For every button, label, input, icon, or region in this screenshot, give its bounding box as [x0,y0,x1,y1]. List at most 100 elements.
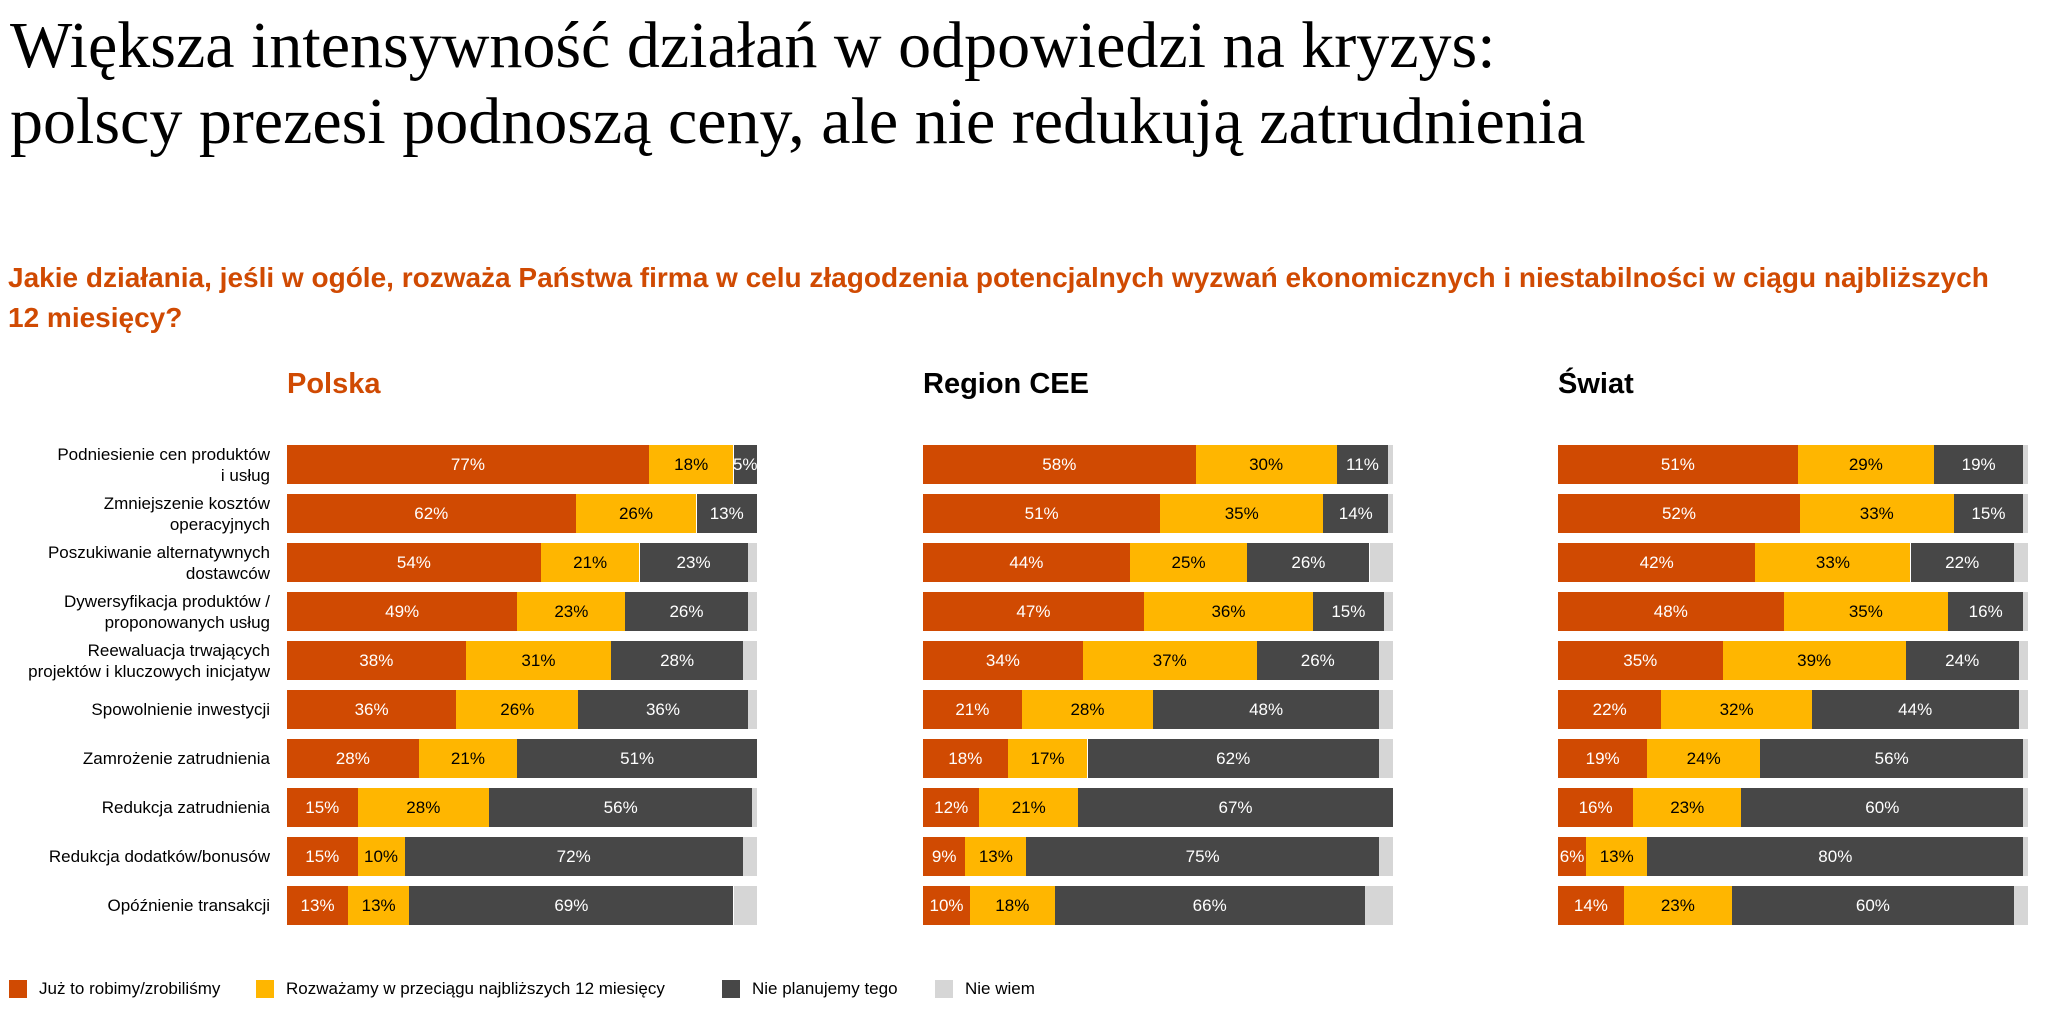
segment-not-planned: 48% [1153,690,1379,729]
segment-considering: 18% [970,886,1055,925]
segment-done: 14% [1558,886,1624,925]
segment-done: 49% [287,592,518,631]
segment-considering: 21% [418,739,518,778]
segment-considering: 33% [1755,543,1911,582]
data-label: 26% [500,699,535,719]
segment-not-planned: 14% [1323,494,1389,533]
data-label: 26% [1291,552,1326,572]
panel-title: Polska [287,368,381,400]
data-label: 9% [931,846,957,866]
segment-done: 6% [1558,837,1587,876]
data-label: 30% [1249,454,1284,474]
segment-dont-know [752,788,757,827]
segment-dont-know [1388,445,1393,484]
segment-done: 9% [923,837,966,876]
segment-not-planned: 69% [409,886,734,925]
segment-done: 77% [287,445,649,484]
legend: Już to robimy/zrobiliśmy Rozważamy w prze… [0,979,2048,1003]
segment-considering: 29% [1797,445,1934,484]
data-label: 28% [406,797,441,817]
data-label: 28% [335,748,370,768]
segment-dont-know [2013,543,2028,582]
segment-not-planned: 28% [611,641,743,680]
segment-not-planned: 66% [1054,886,1365,925]
data-label: 36% [354,699,389,719]
segment-dont-know [1383,592,1393,631]
segment-dont-know [2023,445,2028,484]
legend-swatch [935,980,953,998]
segment-dont-know [1378,739,1393,778]
segment-done: 58% [923,445,1196,484]
data-label: 13% [709,503,744,523]
title-line-2: polscy prezesi podnoszą ceny, ale nie re… [10,85,1586,158]
data-label: 23% [1660,895,1695,915]
category-label: Podniesienie cen produktów i usług [57,444,270,485]
segment-considering: 18% [648,445,734,484]
segment-not-planned: 26% [625,592,748,631]
data-label: 19% [1961,454,1996,474]
data-label: 26% [618,503,653,523]
segment-considering: 24% [1647,739,1761,778]
segment-considering: 23% [1633,788,1742,827]
data-label: 38% [359,650,394,670]
segment-not-planned: 72% [404,837,743,876]
segment-not-planned: 56% [1760,739,2024,778]
segment-considering: 35% [1160,494,1324,533]
data-label: 21% [573,552,608,572]
data-label: 18% [995,895,1030,915]
legend-swatch [722,980,740,998]
segment-done: 18% [923,739,1008,778]
segment-not-planned: 62% [1087,739,1379,778]
segment-considering: 37% [1082,641,1257,680]
segment-not-planned: 15% [1953,494,2024,533]
data-label: 69% [554,895,589,915]
data-label: 36% [645,699,680,719]
data-label: 26% [669,601,704,621]
data-label: 23% [676,552,711,572]
data-label: 49% [385,601,420,621]
data-label: 35% [1848,601,1883,621]
data-label: 44% [1009,552,1044,572]
segment-done: 16% [1558,788,1634,827]
segment-considering: 31% [465,641,612,680]
legend-item: Nie wiem [935,979,1035,999]
segment-dont-know [1369,543,1393,582]
segment-done: 15% [287,837,358,876]
segment-not-planned: 75% [1026,837,1379,876]
segment-dont-know [1388,494,1393,533]
data-label: 48% [1653,601,1688,621]
data-label: 52% [1661,503,1696,523]
segment-not-planned: 19% [1934,445,2024,484]
data-label: 56% [1874,748,1909,768]
segment-dont-know [2023,788,2028,827]
segment-done: 42% [1558,543,1756,582]
segment-dont-know [733,886,757,925]
data-label: 16% [1578,797,1613,817]
survey-question: Jakie działania, jeśli w ogóle, rozważa … [8,262,1989,333]
segment-done: 21% [923,690,1022,729]
segment-not-planned: 15% [1313,592,1384,631]
data-label: 62% [1216,748,1251,768]
data-label: 16% [1968,601,2003,621]
segment-not-planned: 5% [733,445,757,484]
data-label: 33% [1815,552,1850,572]
data-label: 19% [1585,748,1620,768]
segment-dont-know [2018,690,2028,729]
data-label: 44% [1898,699,1933,719]
segment-not-planned: 80% [1647,837,2024,876]
legend-label: Rozważamy w przeciągu najbliższych 12 mi… [286,979,665,998]
data-label: 39% [1797,650,1832,670]
legend-item: Nie planujemy tego [722,979,898,999]
data-label: 75% [1185,846,1220,866]
data-label: 51% [620,748,655,768]
segment-dont-know [747,690,757,729]
category-label: Opóźnienie transakcji [107,896,270,915]
segment-done: 44% [923,543,1130,582]
legend-swatch [256,980,274,998]
legend-swatch [9,980,27,998]
segment-not-planned: 56% [489,788,753,827]
category-label: Redukcja zatrudnienia [101,798,270,817]
data-label: 32% [1719,699,1754,719]
data-label: 18% [948,748,983,768]
segment-considering: 17% [1007,739,1088,778]
